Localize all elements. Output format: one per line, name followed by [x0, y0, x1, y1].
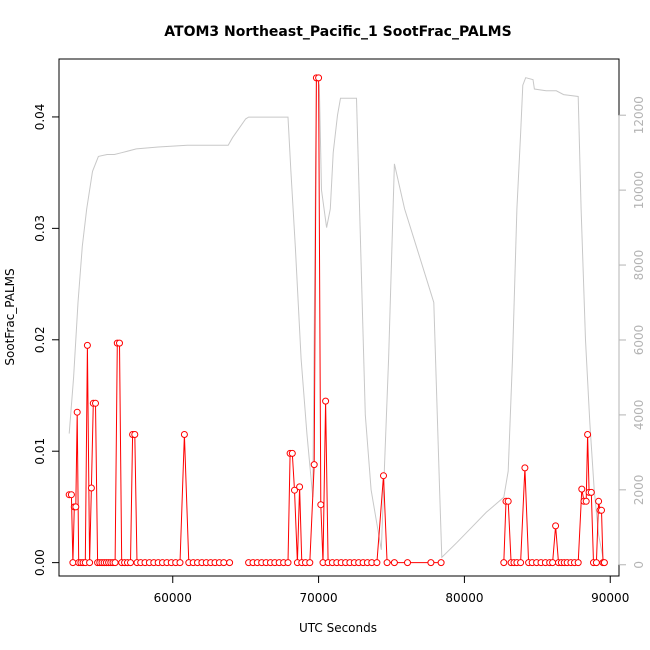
soot-data-point	[86, 559, 94, 567]
y-tick-label: 0.02	[33, 326, 47, 353]
soot-data-point	[598, 506, 605, 514]
soot-data-point	[288, 449, 296, 457]
y2-tick-label: 6000	[632, 325, 646, 356]
y-tick-label: 0.00	[33, 549, 47, 576]
soot-data-point	[83, 341, 91, 349]
soot-data-point	[380, 472, 387, 480]
soot-data-point	[504, 497, 512, 505]
y2-tick-label: 2000	[632, 475, 646, 506]
soot-data-point	[315, 74, 323, 82]
soot-data-point	[176, 559, 184, 567]
y-axis-right: 0 2000 4000 6000 8000 10000 12000	[618, 96, 646, 569]
soot-data-point	[600, 559, 608, 567]
soot-data-point	[131, 431, 139, 438]
soot-data-point	[582, 497, 590, 505]
soot-data-point	[310, 461, 318, 469]
chart-title: ATOM3 Northeast_Pacific_1 SootFrac_PALMS	[164, 24, 511, 40]
altitude-series	[68, 75, 605, 565]
soot-data-point	[180, 431, 188, 438]
y2-tick-label: 0	[632, 561, 646, 569]
y-axis-label: SootFrac_PALMS	[3, 268, 17, 365]
y2-tick-label: 12000	[632, 96, 646, 134]
x-tick-label: 60000	[154, 591, 192, 605]
soot-data-point	[284, 559, 292, 567]
x-tick-label: 70000	[299, 591, 337, 605]
soot-data-point	[427, 559, 435, 567]
x-tick-label: 90000	[591, 591, 629, 605]
altitude-line-segment	[68, 75, 605, 565]
y-tick-label: 0.04	[33, 104, 47, 131]
soot-data-point	[111, 559, 119, 567]
x-axis-label: UTC Seconds	[299, 621, 377, 635]
x-axis: 60000 70000 80000 90000	[154, 575, 629, 605]
y-tick-label: 0.03	[33, 215, 47, 242]
soot-data-point	[552, 522, 560, 530]
soot-data-point	[592, 559, 600, 567]
soot-series	[65, 74, 608, 567]
soot-data-point	[226, 559, 234, 567]
soot-data-point	[87, 484, 95, 492]
soot-data-point	[296, 483, 304, 491]
soot-data-point	[317, 501, 325, 509]
soot-data-point	[404, 559, 411, 567]
soot-data-point	[92, 399, 99, 407]
soot-data-point	[322, 397, 330, 405]
soot-data-point	[220, 559, 228, 567]
soot-data-point	[595, 497, 603, 505]
soot-data-point	[383, 559, 391, 567]
soot-data-point	[69, 559, 77, 567]
soot-data-point	[549, 559, 557, 567]
y2-tick-label: 4000	[632, 400, 646, 431]
soot-data-point	[72, 503, 80, 511]
soot-data-point	[587, 488, 595, 496]
soot-data-point	[67, 491, 75, 499]
soot-data-point	[306, 559, 314, 567]
soot-data-point	[574, 559, 582, 567]
soot-data-point	[127, 559, 134, 567]
soot-data-point	[578, 485, 586, 493]
y-axis-left: 0.00 0.01 0.02 0.03 0.04	[33, 104, 59, 576]
soot-data-point	[73, 408, 81, 416]
soot-data-point	[584, 431, 592, 438]
soot-data-point	[517, 559, 525, 567]
soot-data-point	[521, 464, 529, 472]
soot-data-point	[390, 559, 398, 567]
y2-tick-label: 8000	[632, 250, 646, 281]
soot-data-point	[291, 486, 298, 494]
x-tick-label: 80000	[445, 591, 483, 605]
soot-data-point	[373, 559, 381, 567]
soot-data-point	[437, 559, 445, 567]
soot-data-point	[116, 339, 123, 347]
y-tick-label: 0.01	[33, 438, 47, 465]
y2-tick-label: 10000	[632, 171, 646, 209]
soot-data-point	[500, 559, 508, 567]
